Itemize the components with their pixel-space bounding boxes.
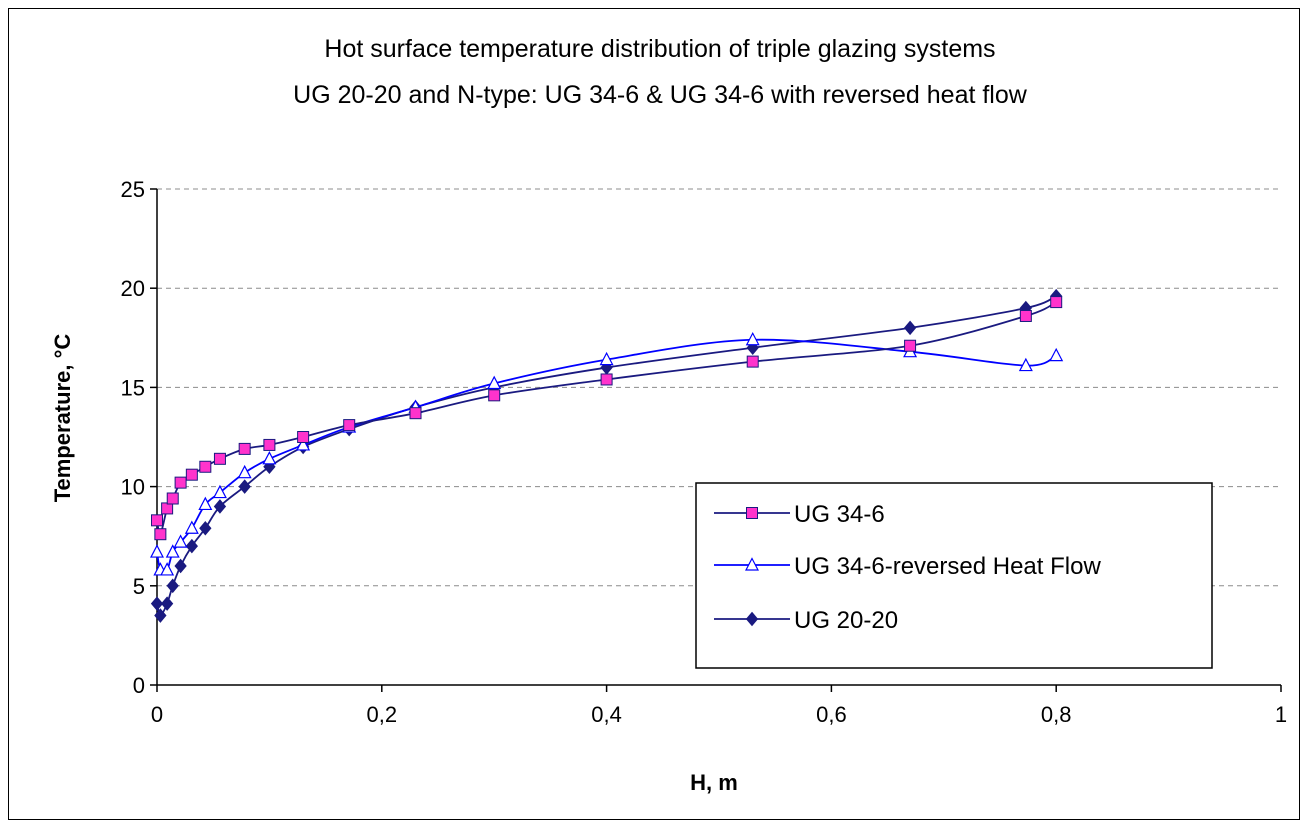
data-point [166, 492, 179, 505]
data-point [1019, 309, 1032, 322]
data-point [165, 544, 180, 558]
data-point [199, 520, 212, 536]
data-point [746, 355, 759, 368]
y-tick-label: 0 [133, 673, 145, 698]
data-point [487, 375, 502, 390]
data-point [160, 596, 174, 611]
data-point [173, 534, 188, 548]
data-point [238, 442, 251, 455]
chart-title: Hot surface temperature distribution of … [324, 35, 995, 63]
data-point [238, 479, 251, 494]
x-tick-label: 0,2 [367, 702, 398, 727]
y-axis-label: Temperature, °C [50, 334, 75, 503]
legend: UG 34-6 UG 34-6-reversed Heat Flow UG 20-2… [695, 482, 1213, 669]
data-point [185, 538, 198, 554]
data-point [154, 528, 167, 541]
x-tick-label: 0 [151, 702, 163, 727]
data-point [154, 608, 167, 623]
legend-entry: UG 20-20 [794, 607, 898, 634]
x-tick-label: 0,6 [816, 702, 847, 727]
data-point [199, 460, 212, 473]
x-tick-label: 0,8 [1041, 702, 1072, 727]
data-point [213, 499, 227, 514]
legend-marker [745, 611, 759, 627]
x-tick-labels: 0 0,2 0,4 0,6 0,8 1 [151, 702, 1287, 727]
data-point [263, 438, 276, 451]
data-point [174, 558, 187, 574]
series-2 [150, 331, 1064, 576]
data-point [262, 451, 277, 465]
y-tick-labels: 0 5 10 15 20 25 [121, 177, 145, 698]
data-point [904, 339, 917, 352]
data-point [150, 596, 164, 611]
data-point [903, 320, 917, 336]
data-point [174, 476, 187, 489]
data-point [1018, 357, 1033, 372]
y-tick-label: 5 [133, 574, 145, 599]
x-tick-label: 0,4 [591, 702, 622, 727]
legend-marker [746, 507, 758, 519]
y-tick-label: 10 [121, 475, 145, 500]
data-point [297, 431, 310, 443]
x-axis-label: H, m [690, 770, 738, 795]
series-layer [150, 288, 1064, 623]
data-point [1049, 347, 1064, 362]
data-point [151, 514, 163, 527]
x-tick-label: 1 [1275, 702, 1287, 727]
data-point [343, 419, 356, 432]
y-tick-label: 15 [121, 375, 145, 400]
data-point [599, 351, 614, 366]
y-tick-label: 25 [121, 177, 145, 202]
data-point [1050, 296, 1063, 309]
data-point [745, 331, 760, 346]
data-point [237, 464, 252, 479]
data-point [166, 578, 179, 594]
data-point [150, 544, 164, 558]
data-point [160, 562, 175, 576]
legend-entry: UG 34-6-reversed Heat Flow [794, 553, 1101, 580]
legend-marker [745, 557, 759, 571]
series-1 [151, 296, 1063, 541]
data-point [488, 389, 501, 402]
data-point [213, 452, 226, 465]
data-point [212, 484, 227, 499]
chart-subtitle: UG 20-20 and N-type: UG 34-6 & UG 34-6 w… [293, 81, 1028, 109]
y-tick-label: 20 [121, 276, 145, 301]
data-point [409, 407, 422, 420]
data-point [296, 437, 311, 451]
legend-entry: UG 34-6 [794, 501, 885, 528]
data-point [161, 502, 174, 515]
data-point [184, 520, 199, 534]
data-point [185, 468, 198, 481]
data-point [198, 496, 213, 511]
data-point [600, 373, 613, 386]
